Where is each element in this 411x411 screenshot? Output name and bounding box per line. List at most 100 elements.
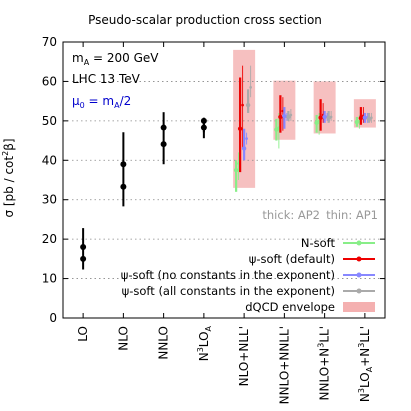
x-tick-label: N3LOA	[196, 325, 213, 361]
series-thick-point	[278, 114, 283, 120]
legend: N-soft ψ-soft (default) ψ-soft (no constan…	[121, 236, 375, 314]
y-axis-label: σ [pb / cot2β]	[1, 138, 16, 217]
fixed-order-point	[200, 124, 207, 131]
legend-swatch-point	[356, 240, 362, 246]
y-tick-label: 70	[42, 35, 57, 49]
x-tick-label-part: NLO+NLL'	[237, 326, 251, 386]
annotation-part: m	[72, 51, 84, 65]
thin-note: thin: AP1	[326, 208, 378, 222]
x-tick-label: LO	[76, 326, 90, 342]
series-thick-point	[237, 126, 243, 131]
series-thick-point	[233, 167, 239, 173]
series-thin-point	[329, 115, 333, 119]
annotation-sub: A	[84, 58, 90, 67]
series-thick-point	[354, 119, 360, 125]
x-tick-label-sub: A	[365, 366, 374, 372]
x-tick-label: NLO	[116, 326, 130, 351]
x-tick-label-part: NNLO+NNLL'	[277, 326, 291, 404]
x-tick-label-part: N	[358, 393, 372, 402]
y-tick-label: 50	[42, 114, 57, 128]
series-thin-point	[245, 137, 248, 140]
y-tick-label: 10	[42, 272, 57, 286]
series-thick-point	[366, 116, 372, 122]
thick-note: thick: AP2	[262, 208, 320, 222]
x-tick-label-part: NNLO+N	[318, 348, 332, 401]
x-tick-label-sup: 3	[196, 347, 205, 352]
x-tick-label: N3LOA+N3LL'	[357, 326, 374, 402]
legend-label: ψ-soft (no constants in the exponent)	[121, 268, 335, 282]
legend-swatch-point	[356, 272, 362, 278]
x-tick-label-part: LO	[76, 326, 90, 342]
envelope-layer	[233, 49, 376, 188]
x-tick-label-sub: A	[204, 325, 213, 331]
x-tick-label-part: LL'	[318, 326, 332, 343]
annotation-sub: A	[114, 101, 120, 110]
x-tick-label-part: +N	[358, 348, 372, 367]
legend-swatch-point	[356, 288, 362, 294]
collider-annotation: LHC 13 TeV	[72, 72, 141, 86]
x-tick-label-part: LO	[358, 372, 372, 388]
annotation-sub: 0	[80, 101, 85, 110]
series-thick-point	[286, 114, 291, 120]
series-thin-point	[289, 113, 293, 117]
y-tick-label: 40	[42, 153, 57, 167]
series-thin-point	[241, 103, 244, 107]
x-tick-label-part: LL'	[358, 326, 372, 343]
y-axis-label-part: σ [pb / cot	[2, 156, 16, 218]
fixed-order-point	[160, 124, 167, 131]
data-layer	[80, 65, 373, 270]
y-tick-label: 60	[42, 74, 57, 88]
x-tick-label: NNLO+NNLL'	[277, 326, 291, 404]
x-tick-label-sup: 3	[357, 388, 366, 393]
y-tick-label: 0	[49, 311, 57, 325]
x-tick-label-part: LO	[197, 331, 211, 347]
plot-frame	[62, 41, 386, 319]
y-axis-label-part: β]	[2, 138, 16, 150]
legend-label: ψ-soft (default)	[249, 252, 335, 266]
x-tick-label: NLO+NLL'	[237, 326, 251, 386]
series-thin-point	[370, 116, 373, 120]
x-tick-label-part: NLO	[116, 326, 130, 351]
series-thick-point	[322, 114, 327, 120]
fixed-order-point	[120, 183, 127, 190]
series-thick-point	[362, 115, 368, 120]
grid-layer	[63, 81, 385, 279]
y-tick-label: 20	[42, 232, 57, 246]
series-thin-point	[249, 86, 252, 89]
series-thick-point	[274, 127, 279, 132]
x-tick-label: NNLO	[157, 326, 171, 360]
fixed-order-point	[80, 255, 87, 262]
legend-label: N-soft	[301, 236, 336, 250]
y-tick-label: 30	[42, 193, 57, 207]
series-thick-point	[314, 120, 319, 126]
fixed-order-point	[200, 117, 207, 124]
fixed-order-point	[80, 244, 87, 251]
chart-title: Pseudo-scalar production cross section	[88, 13, 322, 27]
legend-label: ψ-soft (all constants in the exponent)	[122, 284, 335, 298]
x-tick-label-sup: 3	[317, 343, 326, 348]
annotation-part: = m	[85, 94, 114, 108]
y-axis-label-sup: 2	[1, 151, 10, 156]
annotation-part: /2	[120, 94, 132, 108]
scale-annotation: μ0 = mA/2	[72, 94, 131, 110]
legend-swatch-envelope	[343, 302, 375, 312]
fixed-order-point	[120, 161, 127, 168]
x-tick-label: NNLO+N3LL'	[317, 326, 332, 400]
legend-swatch-point	[356, 256, 362, 262]
mass-annotation: mA = 200 GeV	[72, 51, 159, 67]
series-thick-point	[318, 115, 323, 120]
x-tick-label-part: NNLO	[157, 326, 171, 360]
series-thick-point	[282, 113, 287, 119]
x-tick-label-part: N	[197, 352, 211, 361]
series-thick-point	[241, 146, 247, 151]
fixed-order-point	[160, 141, 167, 148]
annotation-part: μ	[72, 94, 80, 108]
legend-label: dQCD envelope	[245, 300, 335, 314]
annotation-part: = 200 GeV	[89, 51, 159, 65]
series-thick-point	[245, 102, 251, 108]
x-tick-label-sup: 3	[357, 343, 366, 348]
series-thick-point	[326, 115, 331, 120]
